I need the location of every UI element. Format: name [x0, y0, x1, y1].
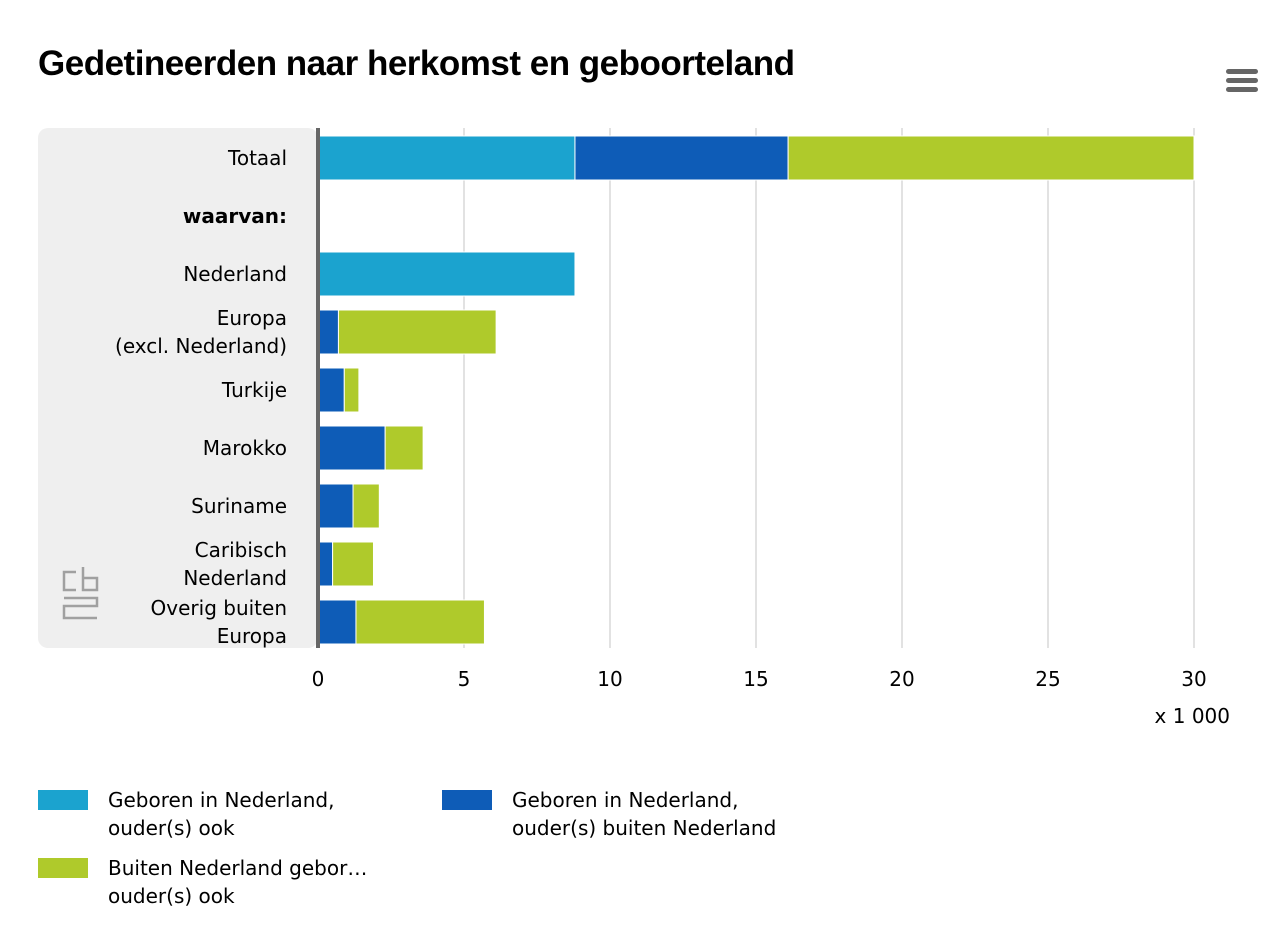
category-label: Turkije — [221, 378, 287, 402]
category-label: waarvan: — [183, 204, 287, 228]
menu-bar — [1226, 87, 1258, 92]
legend-label-line: Geboren in Nederland, — [512, 788, 739, 812]
bar — [384, 425, 424, 471]
legend-label-line: Geboren in Nederland, — [108, 788, 335, 812]
category-label: (excl. Nederland) — [115, 334, 287, 358]
legend-label: Geboren in Nederland, ouder(s) ook — [108, 786, 388, 842]
category-label: Europa — [217, 306, 287, 330]
menu-icon[interactable] — [1224, 66, 1260, 96]
bar — [317, 251, 576, 297]
category-label: Caribisch — [195, 538, 287, 562]
category-label: Overig buiten — [151, 596, 287, 620]
legend-swatch — [38, 790, 88, 810]
legend-label: Geboren in Nederland, ouder(s) buiten Ned… — [512, 786, 792, 842]
bar — [787, 135, 1195, 181]
x-tick-label: 15 — [743, 667, 768, 691]
x-tick-label: 0 — [312, 667, 325, 691]
bar — [317, 483, 354, 529]
x-tick-label: 20 — [889, 667, 914, 691]
bar — [332, 541, 374, 587]
bar — [355, 599, 485, 645]
bar — [352, 483, 380, 529]
x-tick-label: 30 — [1181, 667, 1206, 691]
category-panel — [38, 128, 318, 648]
cbs-logo-icon — [62, 567, 99, 620]
menu-bar — [1226, 78, 1258, 83]
chart-title: Gedetineerden naar herkomst en geboortel… — [38, 44, 795, 83]
bar — [317, 135, 576, 181]
category-label: Marokko — [203, 436, 287, 460]
bar — [337, 309, 497, 355]
bar — [317, 541, 334, 587]
category-label: Nederland — [183, 566, 287, 590]
x-tick-label: 5 — [458, 667, 471, 691]
legend-swatch — [442, 790, 492, 810]
x-unit-label: x 1 000 — [1155, 704, 1230, 728]
bar — [317, 599, 357, 645]
bar — [317, 425, 386, 471]
menu-bar — [1226, 69, 1258, 74]
bar — [317, 309, 339, 355]
legend-swatch — [38, 858, 88, 878]
legend-label-line: Buiten Nederland gebor… — [108, 856, 368, 880]
bar — [317, 367, 345, 413]
x-tick-label: 10 — [597, 667, 622, 691]
x-tick-label: 25 — [1035, 667, 1060, 691]
legend-label-line: ouder(s) buiten Nederland — [512, 816, 777, 840]
legend-label-line: ouder(s) ook — [108, 884, 235, 908]
legend-label: Buiten Nederland gebor… ouder(s) ook — [108, 854, 388, 910]
category-label: Nederland — [183, 262, 287, 286]
bar — [343, 367, 360, 413]
category-label: Suriname — [191, 494, 287, 518]
legend-label-line: ouder(s) ook — [108, 816, 235, 840]
bar — [574, 135, 789, 181]
category-label: Europa — [217, 624, 287, 648]
category-label: Totaal — [227, 146, 287, 170]
